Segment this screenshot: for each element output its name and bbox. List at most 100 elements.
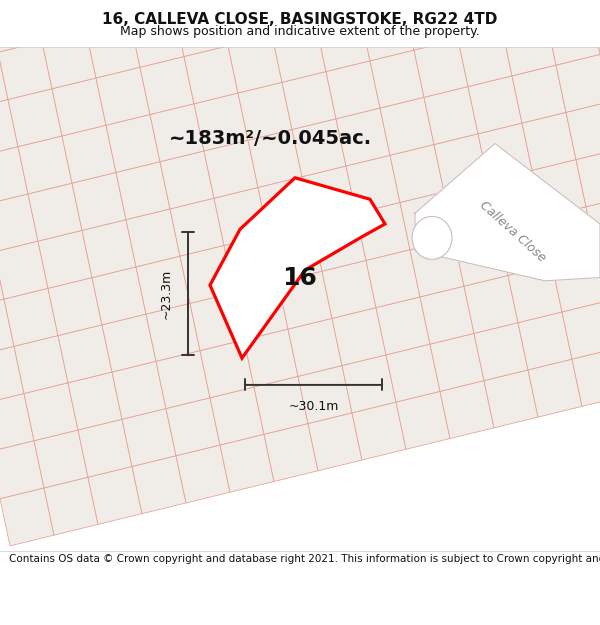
Polygon shape — [390, 144, 444, 202]
Polygon shape — [478, 123, 532, 181]
Text: Calleva Close: Calleva Close — [478, 198, 548, 264]
Polygon shape — [92, 267, 146, 325]
Polygon shape — [150, 104, 204, 162]
Polygon shape — [78, 419, 132, 478]
Polygon shape — [320, 47, 600, 224]
Polygon shape — [502, 18, 556, 76]
Polygon shape — [342, 355, 396, 413]
Polygon shape — [332, 308, 386, 366]
Polygon shape — [346, 155, 400, 213]
Polygon shape — [210, 387, 264, 445]
Polygon shape — [258, 177, 312, 234]
Polygon shape — [132, 456, 186, 514]
Polygon shape — [116, 162, 170, 219]
Polygon shape — [262, 0, 316, 35]
Polygon shape — [96, 68, 150, 125]
Polygon shape — [448, 0, 502, 39]
Polygon shape — [194, 93, 248, 151]
Polygon shape — [102, 314, 156, 372]
Polygon shape — [522, 112, 576, 170]
Polygon shape — [415, 144, 600, 281]
Polygon shape — [454, 228, 508, 286]
Polygon shape — [532, 159, 586, 218]
Polygon shape — [380, 98, 434, 155]
Polygon shape — [0, 252, 4, 310]
Polygon shape — [536, 0, 590, 18]
Polygon shape — [82, 219, 136, 278]
Polygon shape — [42, 31, 96, 89]
Polygon shape — [130, 9, 184, 68]
Polygon shape — [14, 336, 68, 394]
Polygon shape — [28, 183, 82, 241]
Polygon shape — [0, 47, 365, 283]
Polygon shape — [62, 125, 116, 183]
Polygon shape — [0, 346, 24, 404]
Polygon shape — [528, 359, 582, 417]
Polygon shape — [174, 0, 228, 56]
Circle shape — [412, 216, 452, 259]
Polygon shape — [0, 299, 14, 357]
Polygon shape — [244, 329, 298, 387]
Polygon shape — [376, 297, 430, 355]
Polygon shape — [586, 196, 600, 254]
Polygon shape — [410, 239, 464, 297]
Polygon shape — [322, 261, 376, 318]
Polygon shape — [0, 41, 52, 99]
Polygon shape — [512, 65, 566, 123]
Polygon shape — [434, 134, 488, 192]
Polygon shape — [308, 413, 362, 471]
Polygon shape — [370, 50, 424, 108]
Polygon shape — [32, 0, 86, 41]
Polygon shape — [24, 382, 78, 441]
Polygon shape — [292, 119, 346, 177]
Polygon shape — [316, 14, 370, 71]
Polygon shape — [562, 301, 600, 359]
Polygon shape — [200, 340, 254, 398]
Polygon shape — [306, 0, 360, 24]
Polygon shape — [0, 0, 32, 5]
Polygon shape — [136, 256, 190, 314]
Polygon shape — [302, 166, 356, 224]
Polygon shape — [228, 35, 282, 93]
Polygon shape — [430, 333, 484, 391]
Polygon shape — [440, 381, 494, 439]
Polygon shape — [542, 207, 596, 265]
Polygon shape — [356, 202, 410, 261]
Polygon shape — [312, 213, 366, 271]
Text: 16, CALLEVA CLOSE, BASINGSTOKE, RG22 4TD: 16, CALLEVA CLOSE, BASINGSTOKE, RG22 4TD — [103, 12, 497, 27]
Polygon shape — [0, 488, 54, 546]
Polygon shape — [76, 0, 130, 31]
Polygon shape — [488, 170, 542, 228]
Polygon shape — [224, 234, 278, 292]
Polygon shape — [414, 39, 468, 98]
Polygon shape — [106, 114, 160, 172]
Polygon shape — [386, 344, 440, 402]
Polygon shape — [0, 241, 48, 299]
Polygon shape — [156, 351, 210, 409]
Polygon shape — [288, 318, 342, 376]
Text: Contains OS data © Crown copyright and database right 2021. This information is : Contains OS data © Crown copyright and d… — [9, 554, 600, 564]
Polygon shape — [444, 181, 498, 239]
Text: ~183m²/~0.045ac.: ~183m²/~0.045ac. — [169, 129, 371, 148]
Polygon shape — [278, 271, 332, 329]
Polygon shape — [112, 361, 166, 419]
Polygon shape — [52, 78, 106, 136]
Polygon shape — [184, 46, 238, 104]
Polygon shape — [474, 322, 528, 381]
Polygon shape — [210, 177, 385, 358]
Polygon shape — [204, 140, 258, 198]
Polygon shape — [492, 0, 546, 29]
Polygon shape — [34, 430, 88, 488]
Polygon shape — [0, 194, 38, 252]
Polygon shape — [218, 0, 272, 46]
Polygon shape — [394, 0, 448, 3]
Polygon shape — [0, 0, 42, 52]
Polygon shape — [576, 149, 600, 207]
Polygon shape — [18, 136, 72, 194]
Polygon shape — [234, 282, 288, 340]
Polygon shape — [0, 52, 8, 110]
Polygon shape — [72, 173, 126, 231]
Polygon shape — [566, 102, 600, 159]
Polygon shape — [220, 434, 274, 492]
Polygon shape — [498, 217, 552, 276]
